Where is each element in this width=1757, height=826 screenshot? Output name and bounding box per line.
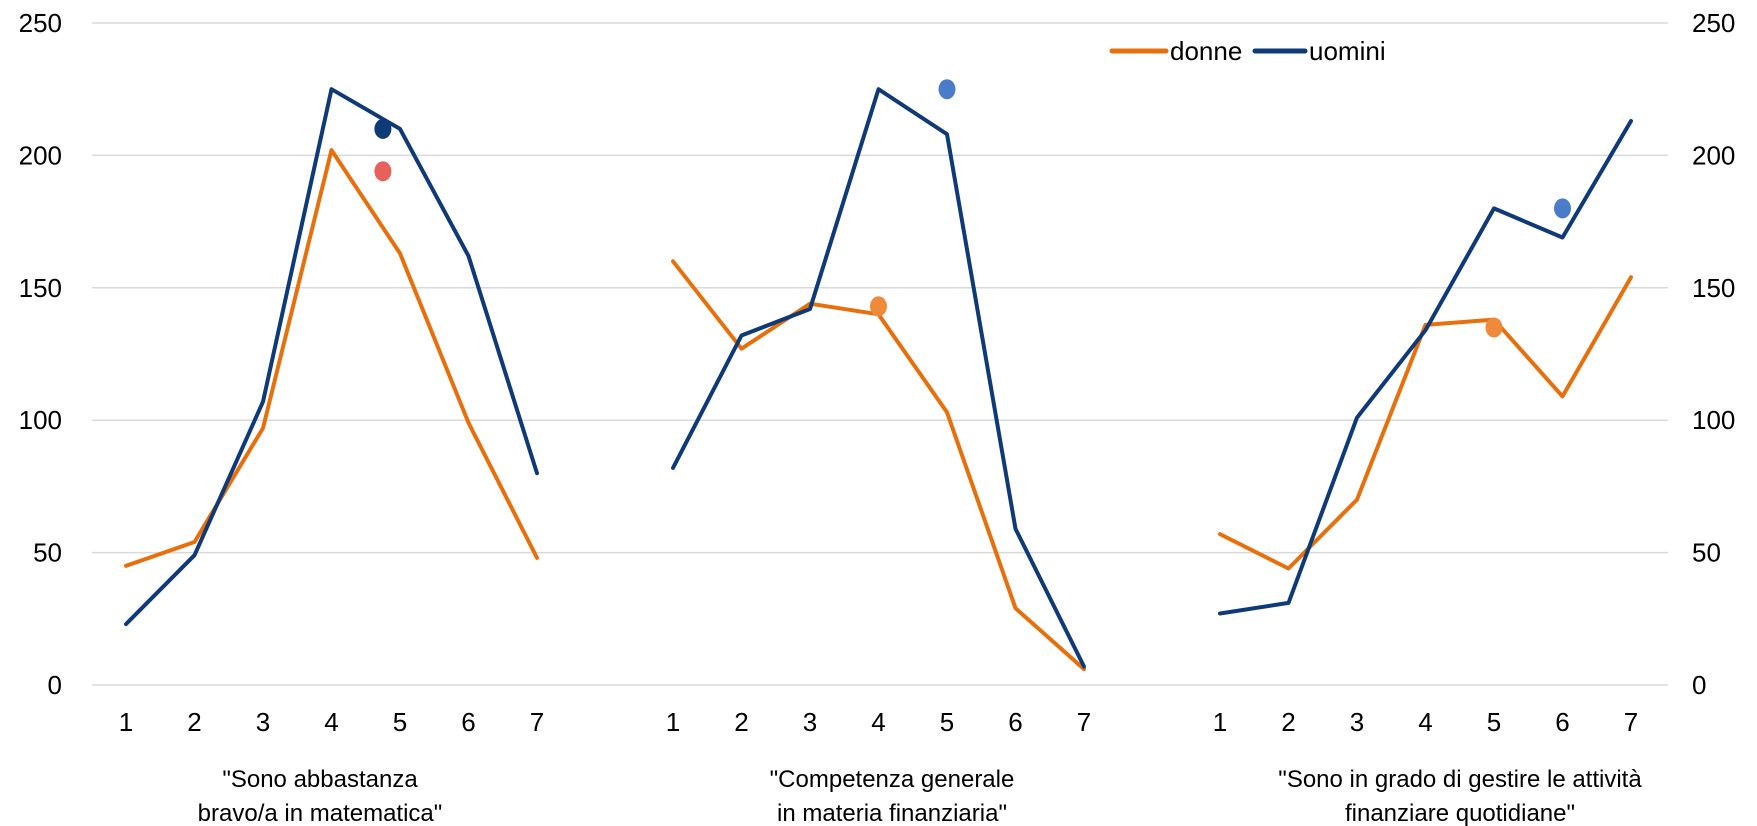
y-tick-left-0: 0 [48, 670, 62, 700]
x-tick-group-1-5: 5 [393, 707, 407, 737]
x-tick-group-1-7: 7 [530, 707, 544, 737]
legend: donne uomini [1109, 36, 1386, 66]
y-tick-left-100: 100 [19, 405, 62, 435]
x-tick-group-3-7: 7 [1624, 707, 1638, 737]
series-line-donne-group-2 [671, 259, 1086, 672]
x-tick-group-2-5: 5 [940, 707, 954, 737]
y-tick-left-250: 250 [19, 8, 62, 38]
x-tick-group-3-6: 6 [1555, 707, 1569, 737]
x-tick-group-2-6: 6 [1008, 707, 1022, 737]
y-tick-right-100: 100 [1692, 405, 1735, 435]
marker-uomini-group-2 [938, 79, 956, 100]
x-tick-group-1-2: 2 [187, 707, 201, 737]
y-tick-right-150: 150 [1692, 273, 1735, 303]
x-tick-group-2-4: 4 [871, 707, 885, 737]
series-line-uomini-group-3 [1218, 119, 1633, 616]
group-label-3-line-2: finanziare quotidiane" [1345, 800, 1575, 826]
x-tick-group-2-3: 3 [803, 707, 817, 737]
x-tick-group-1-3: 3 [256, 707, 270, 737]
group-label-1-line-2: bravo/a in matematica" [198, 800, 443, 826]
x-tick-group-1-1: 1 [119, 707, 133, 737]
x-axis-ticks: 1 2 3 4 5 6 7 1 2 3 4 5 6 7 1 2 3 4 5 6 7 [119, 707, 1638, 737]
series-line-uomini-group-2 [671, 87, 1086, 669]
series-lines [124, 87, 1633, 672]
group-labels: "Sono abbastanza bravo/a in matematica" "C… [198, 766, 1643, 826]
x-tick-group-3-1: 1 [1213, 707, 1227, 737]
y-tick-right-0: 0 [1692, 670, 1706, 700]
group-label-3-line-1: "Sono in grado di gestire le attività [1278, 766, 1642, 793]
marker-donne-group-1 [374, 161, 392, 182]
x-tick-group-3-4: 4 [1418, 707, 1432, 737]
group-label-2-line-2: in materia finanziaria" [777, 800, 1007, 826]
y-tick-right-200: 200 [1692, 140, 1735, 170]
series-line-uomini-group-1 [124, 87, 539, 627]
x-tick-group-2-1: 1 [666, 707, 680, 737]
x-tick-group-3-3: 3 [1350, 707, 1364, 737]
x-tick-group-1-4: 4 [324, 707, 338, 737]
gridlines [92, 22, 1668, 686]
series-line-donne-group-3 [1218, 275, 1633, 571]
y-tick-right-250: 250 [1692, 8, 1735, 38]
highlight-markers [374, 79, 1571, 338]
legend-label-donne: donne [1170, 36, 1242, 66]
marker-donne-group-2 [870, 296, 887, 317]
x-tick-group-3-2: 2 [1281, 707, 1295, 737]
x-tick-group-3-5: 5 [1487, 707, 1501, 737]
x-tick-group-2-7: 7 [1077, 707, 1091, 737]
marker-uomini-group-3 [1554, 198, 1571, 219]
y-tick-left-50: 50 [33, 538, 62, 568]
y-tick-left-200: 200 [19, 140, 62, 170]
series-line-donne-group-1 [124, 148, 539, 568]
y-axis-left: 0 50 100 150 200 250 [19, 8, 62, 700]
y-axis-right: 0 50 100 150 200 250 [1692, 8, 1735, 700]
group-label-2-line-1: "Competenza generale [770, 766, 1015, 793]
y-tick-right-50: 50 [1692, 538, 1721, 568]
x-tick-group-1-6: 6 [461, 707, 475, 737]
marker-donne-group-3 [1485, 317, 1503, 338]
legend-label-uomini: uomini [1309, 36, 1386, 66]
y-tick-left-150: 150 [19, 273, 62, 303]
group-label-1-line-1: "Sono abbastanza [222, 766, 418, 793]
x-tick-group-2-2: 2 [734, 707, 748, 737]
marker-uomini-group-1 [374, 118, 392, 139]
